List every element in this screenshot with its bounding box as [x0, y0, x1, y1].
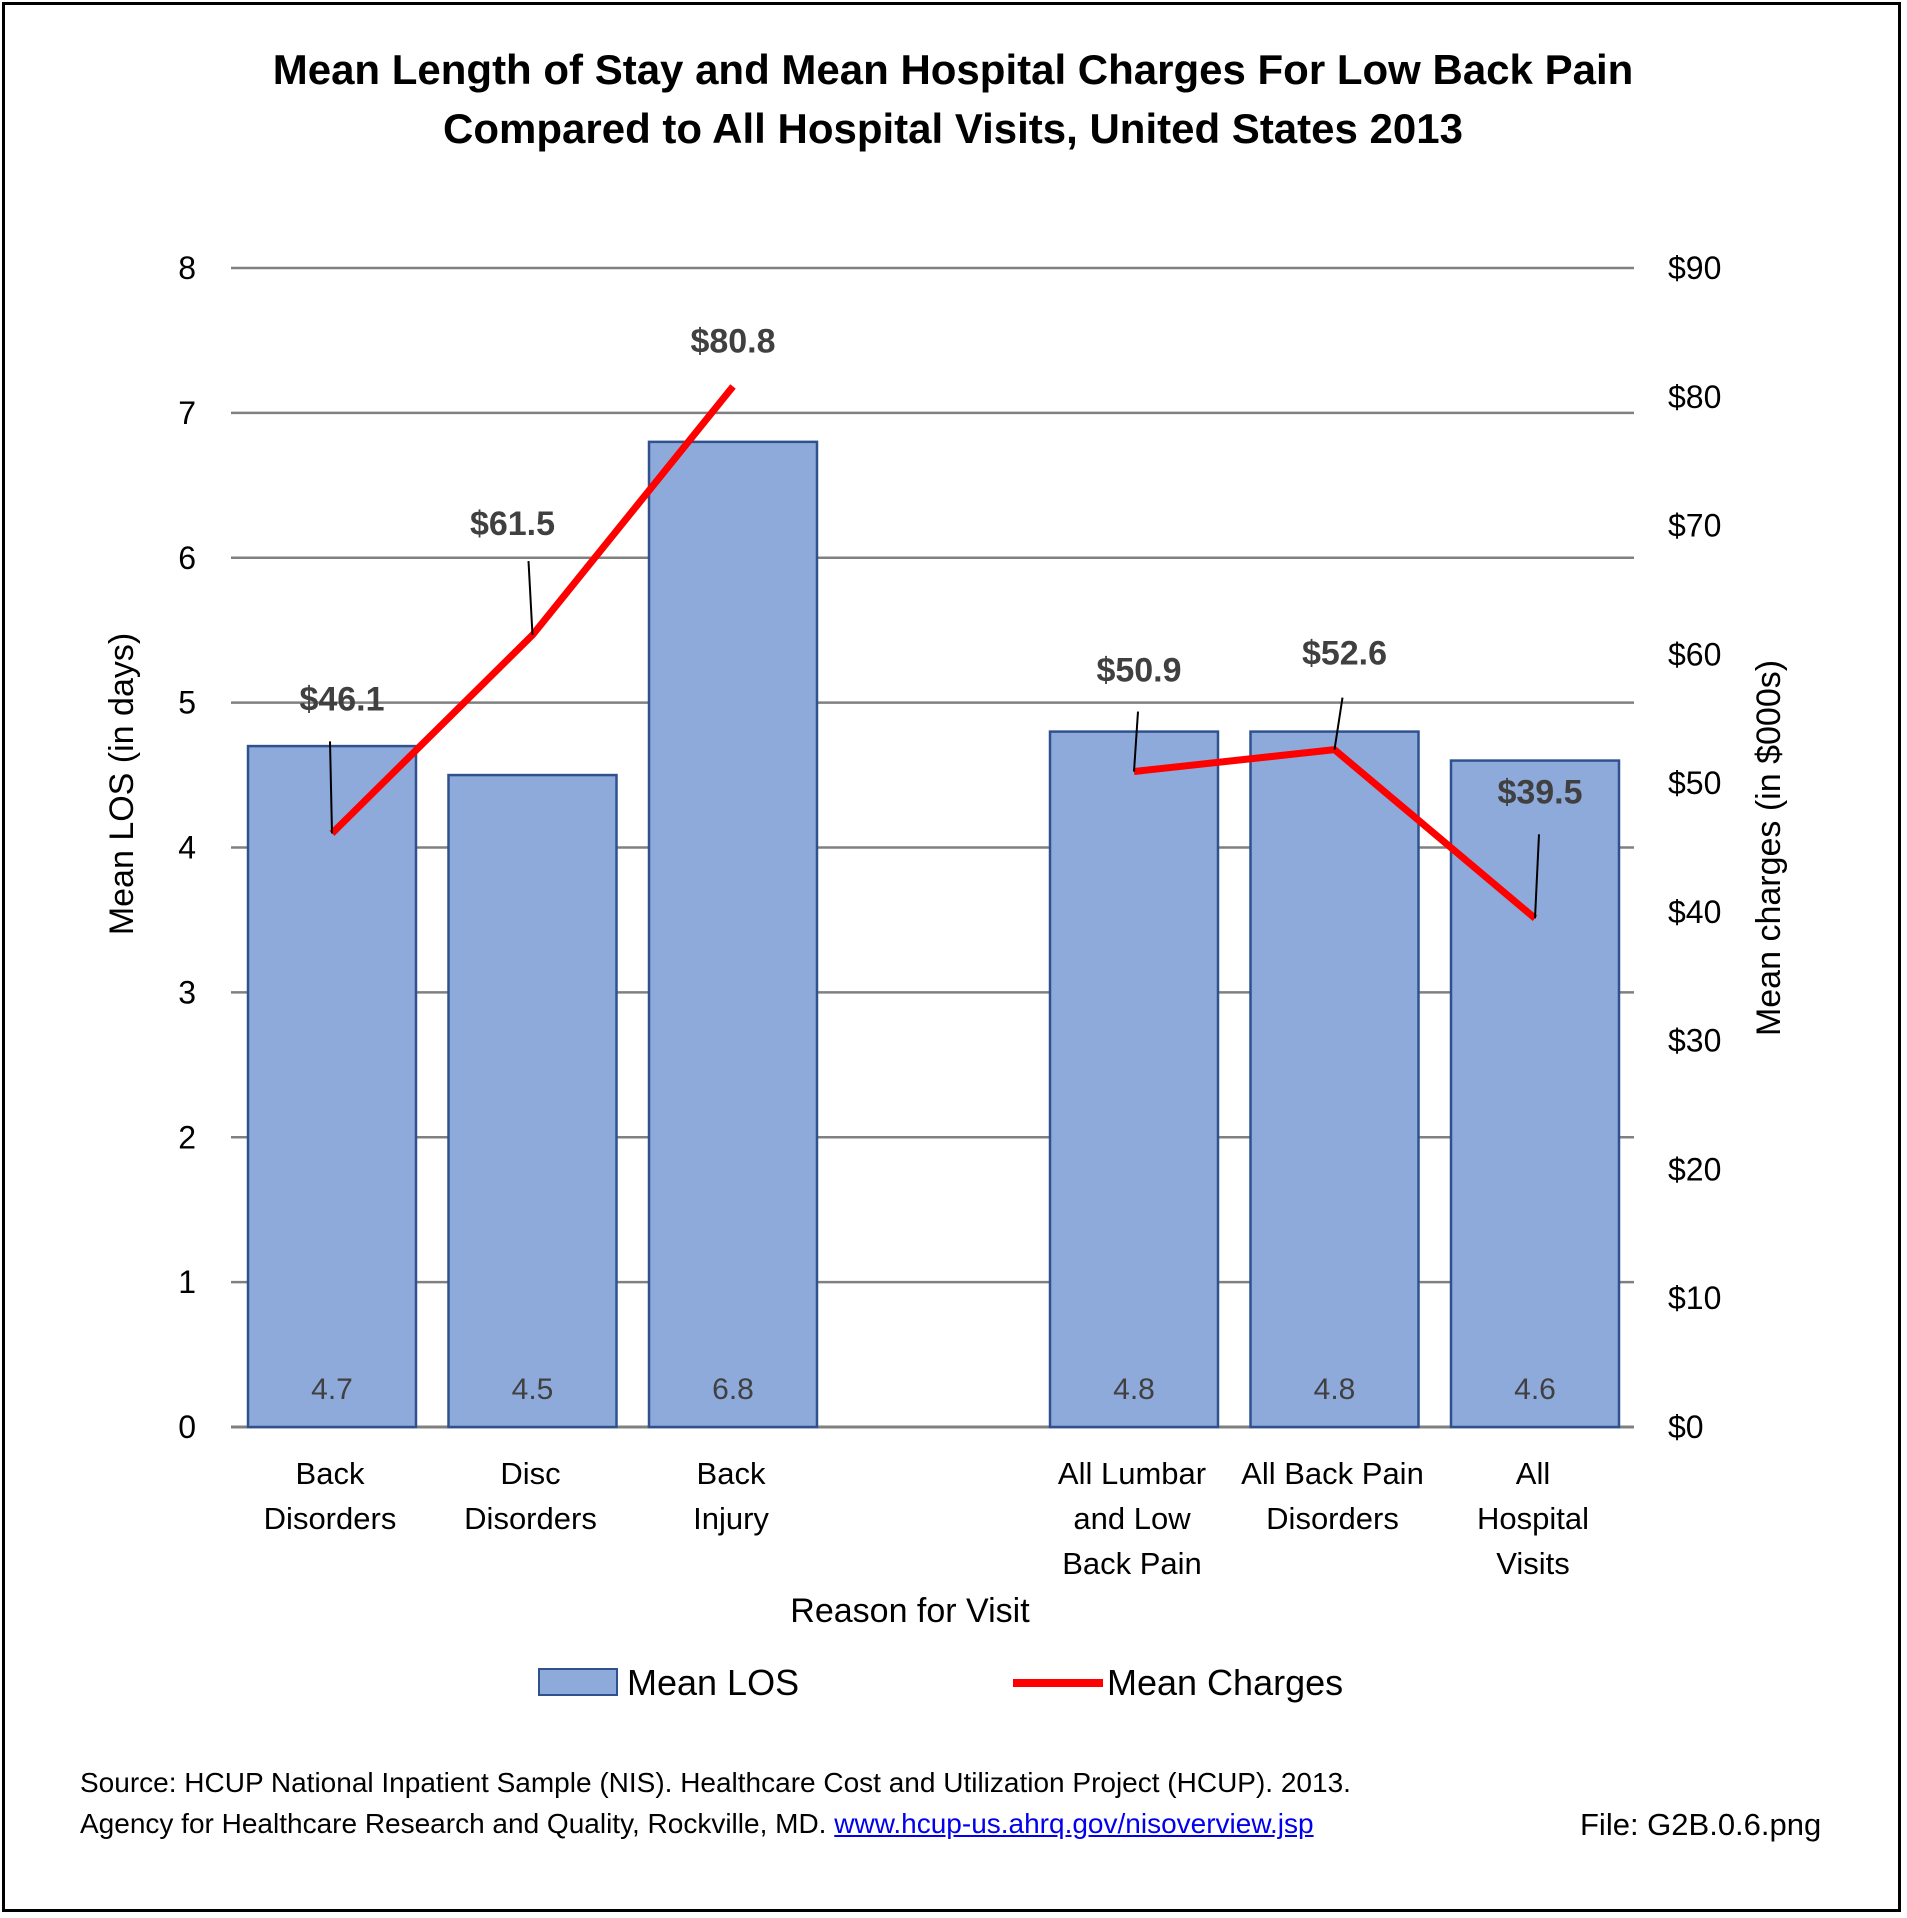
bar-value-label: 4.6: [1514, 1373, 1556, 1406]
charge-value-label: $52.6: [1302, 635, 1387, 673]
category-label: All Lumbar and Low Back Pain: [1058, 1456, 1206, 1581]
bar: [1449, 759, 1621, 1429]
right-axis-ticks: $0 $10 $20 $30 $40 $50 $60 $70 $80 $90: [1668, 250, 1721, 1445]
bar-value-label: 4.5: [512, 1373, 554, 1406]
bar-value-labels: 4.7 4.5 6.8 4.8 4.8 4.6: [311, 1373, 1556, 1406]
gridlines: [231, 266, 1634, 1429]
chart-title-line-2: Compared to All Hospital Visits, United …: [443, 105, 1463, 152]
y-tick-label: 6: [178, 540, 196, 576]
charge-leader-lines: [329, 560, 1540, 919]
x-axis-title: Reason for Visit: [790, 1592, 1030, 1630]
y2-tick-label: $90: [1668, 250, 1721, 286]
left-axis-ticks: 0 1 2 3 4 5 6 7 8: [178, 250, 196, 1445]
leader-line: [527, 560, 534, 636]
charge-value-label: $46.1: [299, 680, 384, 718]
legend-label-mean-los: Mean LOS: [627, 1662, 799, 1703]
charge-value-labels: $46.1 $61.5 $80.8 $50.9 $52.6 $39.5: [299, 322, 1582, 811]
leader-line: [329, 741, 333, 834]
leader-line: [1133, 711, 1139, 772]
bar: [246, 744, 418, 1429]
bars: [246, 440, 1621, 1429]
source-note: Source: HCUP National Inpatient Sample (…: [80, 1762, 1400, 1844]
bar-value-label: 4.8: [1113, 1373, 1155, 1406]
category-label: Back Disorders: [264, 1456, 397, 1536]
leader-line: [1333, 697, 1344, 750]
legend-swatch-mean-los: [538, 1668, 618, 1696]
y-tick-label: 4: [178, 830, 196, 866]
bar: [1249, 730, 1420, 1429]
charge-value-label: $50.9: [1096, 652, 1181, 690]
bar-value-label: 4.7: [311, 1373, 353, 1406]
y2-tick-label: $10: [1668, 1280, 1721, 1316]
y-tick-label: 3: [178, 974, 196, 1010]
source-text: Source: HCUP National Inpatient Sample (…: [80, 1767, 1351, 1839]
bar: [447, 773, 618, 1429]
chart-title: Mean Length of Stay and Mean Hospital Ch…: [273, 46, 1634, 152]
y-tick-label: 5: [178, 685, 196, 721]
bar-value-label: 6.8: [712, 1373, 754, 1406]
charge-value-label: $80.8: [690, 322, 775, 360]
y-tick-label: 8: [178, 250, 196, 286]
legend: Mean LOS Mean Charges: [538, 1662, 1343, 1703]
y2-tick-label: $0: [1668, 1409, 1704, 1445]
file-label: File: G2B.0.6.png: [1580, 1807, 1822, 1842]
y2-tick-label: $80: [1668, 379, 1721, 415]
category-label: Back Injury: [693, 1456, 769, 1536]
category-label: All Back Pain Disorders: [1241, 1456, 1424, 1536]
bar-value-label: 4.8: [1314, 1373, 1356, 1406]
bar: [647, 440, 819, 1429]
y2-tick-label: $50: [1668, 765, 1721, 801]
y-tick-label: 2: [178, 1119, 196, 1155]
category-label: All Hospital Visits: [1477, 1456, 1589, 1581]
y2-tick-label: $20: [1668, 1151, 1721, 1187]
y2-tick-label: $30: [1668, 1023, 1721, 1059]
y-tick-label: 0: [178, 1409, 196, 1445]
chart-title-line-1: Mean Length of Stay and Mean Hospital Ch…: [273, 46, 1634, 93]
y2-tick-label: $40: [1668, 894, 1721, 930]
category-label: Disc Disorders: [464, 1456, 597, 1536]
leader-line: [1534, 834, 1540, 919]
y2-tick-label: $60: [1668, 636, 1721, 672]
charge-value-label: $61.5: [470, 505, 555, 543]
category-labels: Back Disorders Disc Disorders Back Injury All …: [264, 1456, 1589, 1581]
legend-label-mean-charges: Mean Charges: [1107, 1662, 1343, 1703]
source-link[interactable]: www.hcup-us.ahrq.gov/nisoverview.jsp: [834, 1808, 1314, 1839]
y-axis-title: Mean LOS (in days): [103, 633, 141, 935]
y2-axis-title: Mean charges (in $000s): [1750, 660, 1788, 1036]
bar: [1048, 730, 1220, 1429]
y2-tick-label: $70: [1668, 508, 1721, 544]
y-tick-label: 7: [178, 395, 196, 431]
y-tick-label: 1: [178, 1264, 196, 1300]
charge-value-label: $39.5: [1497, 773, 1582, 811]
